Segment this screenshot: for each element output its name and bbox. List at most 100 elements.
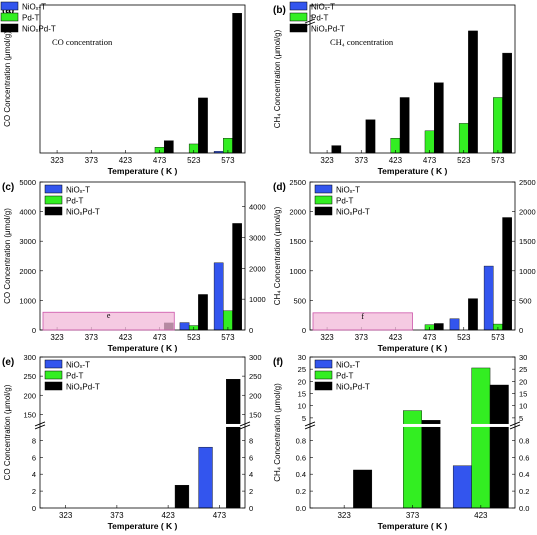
left-y-tick-label: 5000 [19, 178, 36, 187]
x-tick-label: 423 [389, 156, 403, 165]
left-y-tick-label: 0.8 [296, 436, 306, 445]
legend-swatch [44, 370, 63, 380]
bar [489, 384, 509, 509]
left-y-tick-label: 0.2 [296, 487, 306, 496]
bar [399, 97, 410, 154]
bar [365, 119, 376, 154]
x-axis-label: Temperature ( K ) [108, 343, 178, 353]
legend-swatch [44, 184, 63, 194]
x-tick-label: 373 [110, 511, 124, 520]
panel-label: (d) [273, 182, 286, 193]
left-y-tick-label: 25 [298, 365, 306, 374]
x-axis-label: Temperature ( K ) [108, 166, 178, 176]
bar [483, 265, 494, 331]
x-tick-label: 373 [85, 156, 99, 165]
right-y-tick-label: 2500 [519, 178, 536, 187]
zoom-label: f [361, 312, 364, 321]
y-axis-label: CO Concentration (μmol/g) [3, 31, 12, 127]
bar [424, 130, 435, 154]
bar [198, 446, 213, 509]
right-y-tick-label: 200 [249, 391, 262, 400]
x-tick-label: 473 [423, 333, 437, 342]
right-y-tick-label: 30 [519, 353, 527, 362]
break-gap [311, 423, 514, 427]
panel-label: (f) [273, 357, 283, 368]
right-y-tick-label: 300 [249, 353, 262, 362]
legend-label: NiOₓPd-T [336, 383, 370, 392]
left-y-tick-label: 6 [32, 453, 36, 462]
legend-swatch [289, 12, 308, 22]
legend-swatch [314, 195, 333, 205]
bar [458, 123, 469, 154]
axis-break-mark [239, 424, 251, 430]
right-y-tick-label: 2000 [519, 208, 536, 217]
bar [163, 140, 174, 154]
legend-label: Pd-T [22, 14, 39, 23]
left-y-tick-label: 1000 [289, 267, 306, 276]
x-tick-label: 323 [320, 156, 334, 165]
legend-label: NiOₓPd-T [66, 383, 100, 392]
chart-panel-c: (c) CO Concentration (μmol/g) 323 373 423 473… [2, 178, 266, 353]
legend-swatch [314, 359, 333, 369]
right-y-tick-label: 1000 [249, 295, 266, 304]
right-y-tick-label: 1500 [519, 237, 536, 246]
legend-label: NiOₓPd-T [336, 208, 370, 217]
bar [198, 97, 208, 154]
left-y-tick-label: 0 [32, 326, 36, 335]
x-tick-label: 523 [187, 333, 201, 342]
left-y-tick-label: 4 [32, 470, 36, 479]
zoom-label: e [107, 311, 111, 320]
left-y-tick-label: 0 [302, 326, 306, 335]
break-gap [41, 423, 244, 427]
legend-swatch [314, 370, 333, 380]
bar [174, 484, 190, 509]
bar [198, 294, 208, 331]
right-y-tick-label: 10 [519, 402, 527, 411]
left-y-tick-label: 20 [298, 377, 306, 386]
legend-swatch [44, 381, 63, 391]
right-y-tick-label: 0.2 [519, 487, 529, 496]
y-axis-label: CO Concentration (μmol/g) [3, 384, 12, 480]
bar [232, 223, 242, 331]
y-axis-label: CH₄ Concentration (μmol/g) [273, 383, 282, 482]
bar [502, 52, 512, 154]
x-tick-label: 523 [187, 156, 201, 165]
left-y-tick-label: 1000 [19, 296, 36, 305]
x-tick-label: 573 [221, 156, 235, 165]
legend-swatch [289, 23, 308, 33]
axis-break-mark [34, 421, 46, 427]
x-tick-label: 323 [320, 333, 334, 342]
y-axis-label: CH₄ Concentration (μmol/g) [273, 29, 282, 128]
legend-swatch [44, 195, 63, 205]
legend-label: NiOₓ-T [311, 3, 335, 12]
bar [353, 469, 373, 509]
left-y-tick-label: 5 [302, 414, 306, 423]
y-axis-label: CO Concentration (μmol/g) [3, 208, 12, 304]
left-y-tick-label: 4000 [19, 208, 36, 217]
x-tick-label: 473 [213, 511, 227, 520]
bar [471, 367, 491, 509]
right-y-tick-label: 2000 [249, 264, 266, 273]
legend-label: NiOₓ-T [336, 361, 360, 370]
left-y-tick-label: 150 [23, 410, 36, 419]
left-y-tick-label: 8 [32, 436, 36, 445]
axis-break-mark [304, 421, 316, 427]
chart-panel-d: (d) CH₄ Concentration (μmol/g) 323 373 423 47… [273, 178, 536, 353]
x-tick-label: 373 [406, 511, 420, 520]
bar [331, 145, 342, 154]
zoom-box [42, 311, 175, 331]
right-y-tick-label: 0.4 [519, 470, 529, 479]
x-tick-label: 523 [457, 333, 471, 342]
x-tick-label: 573 [491, 333, 505, 342]
legend-label: NiOₓ-T [336, 186, 360, 195]
legend-label: NiOₓPd-T [66, 208, 100, 217]
legend-swatch [289, 1, 308, 11]
right-y-tick-label: 1000 [519, 267, 536, 276]
x-tick-label: 473 [153, 333, 167, 342]
plot-frame [39, 356, 246, 509]
left-y-tick-label: 1500 [289, 237, 306, 246]
right-y-tick-label: 0.6 [519, 453, 529, 462]
bar [179, 322, 190, 331]
x-tick-label: 323 [50, 333, 64, 342]
left-y-tick-label: 0.0 [296, 504, 306, 513]
